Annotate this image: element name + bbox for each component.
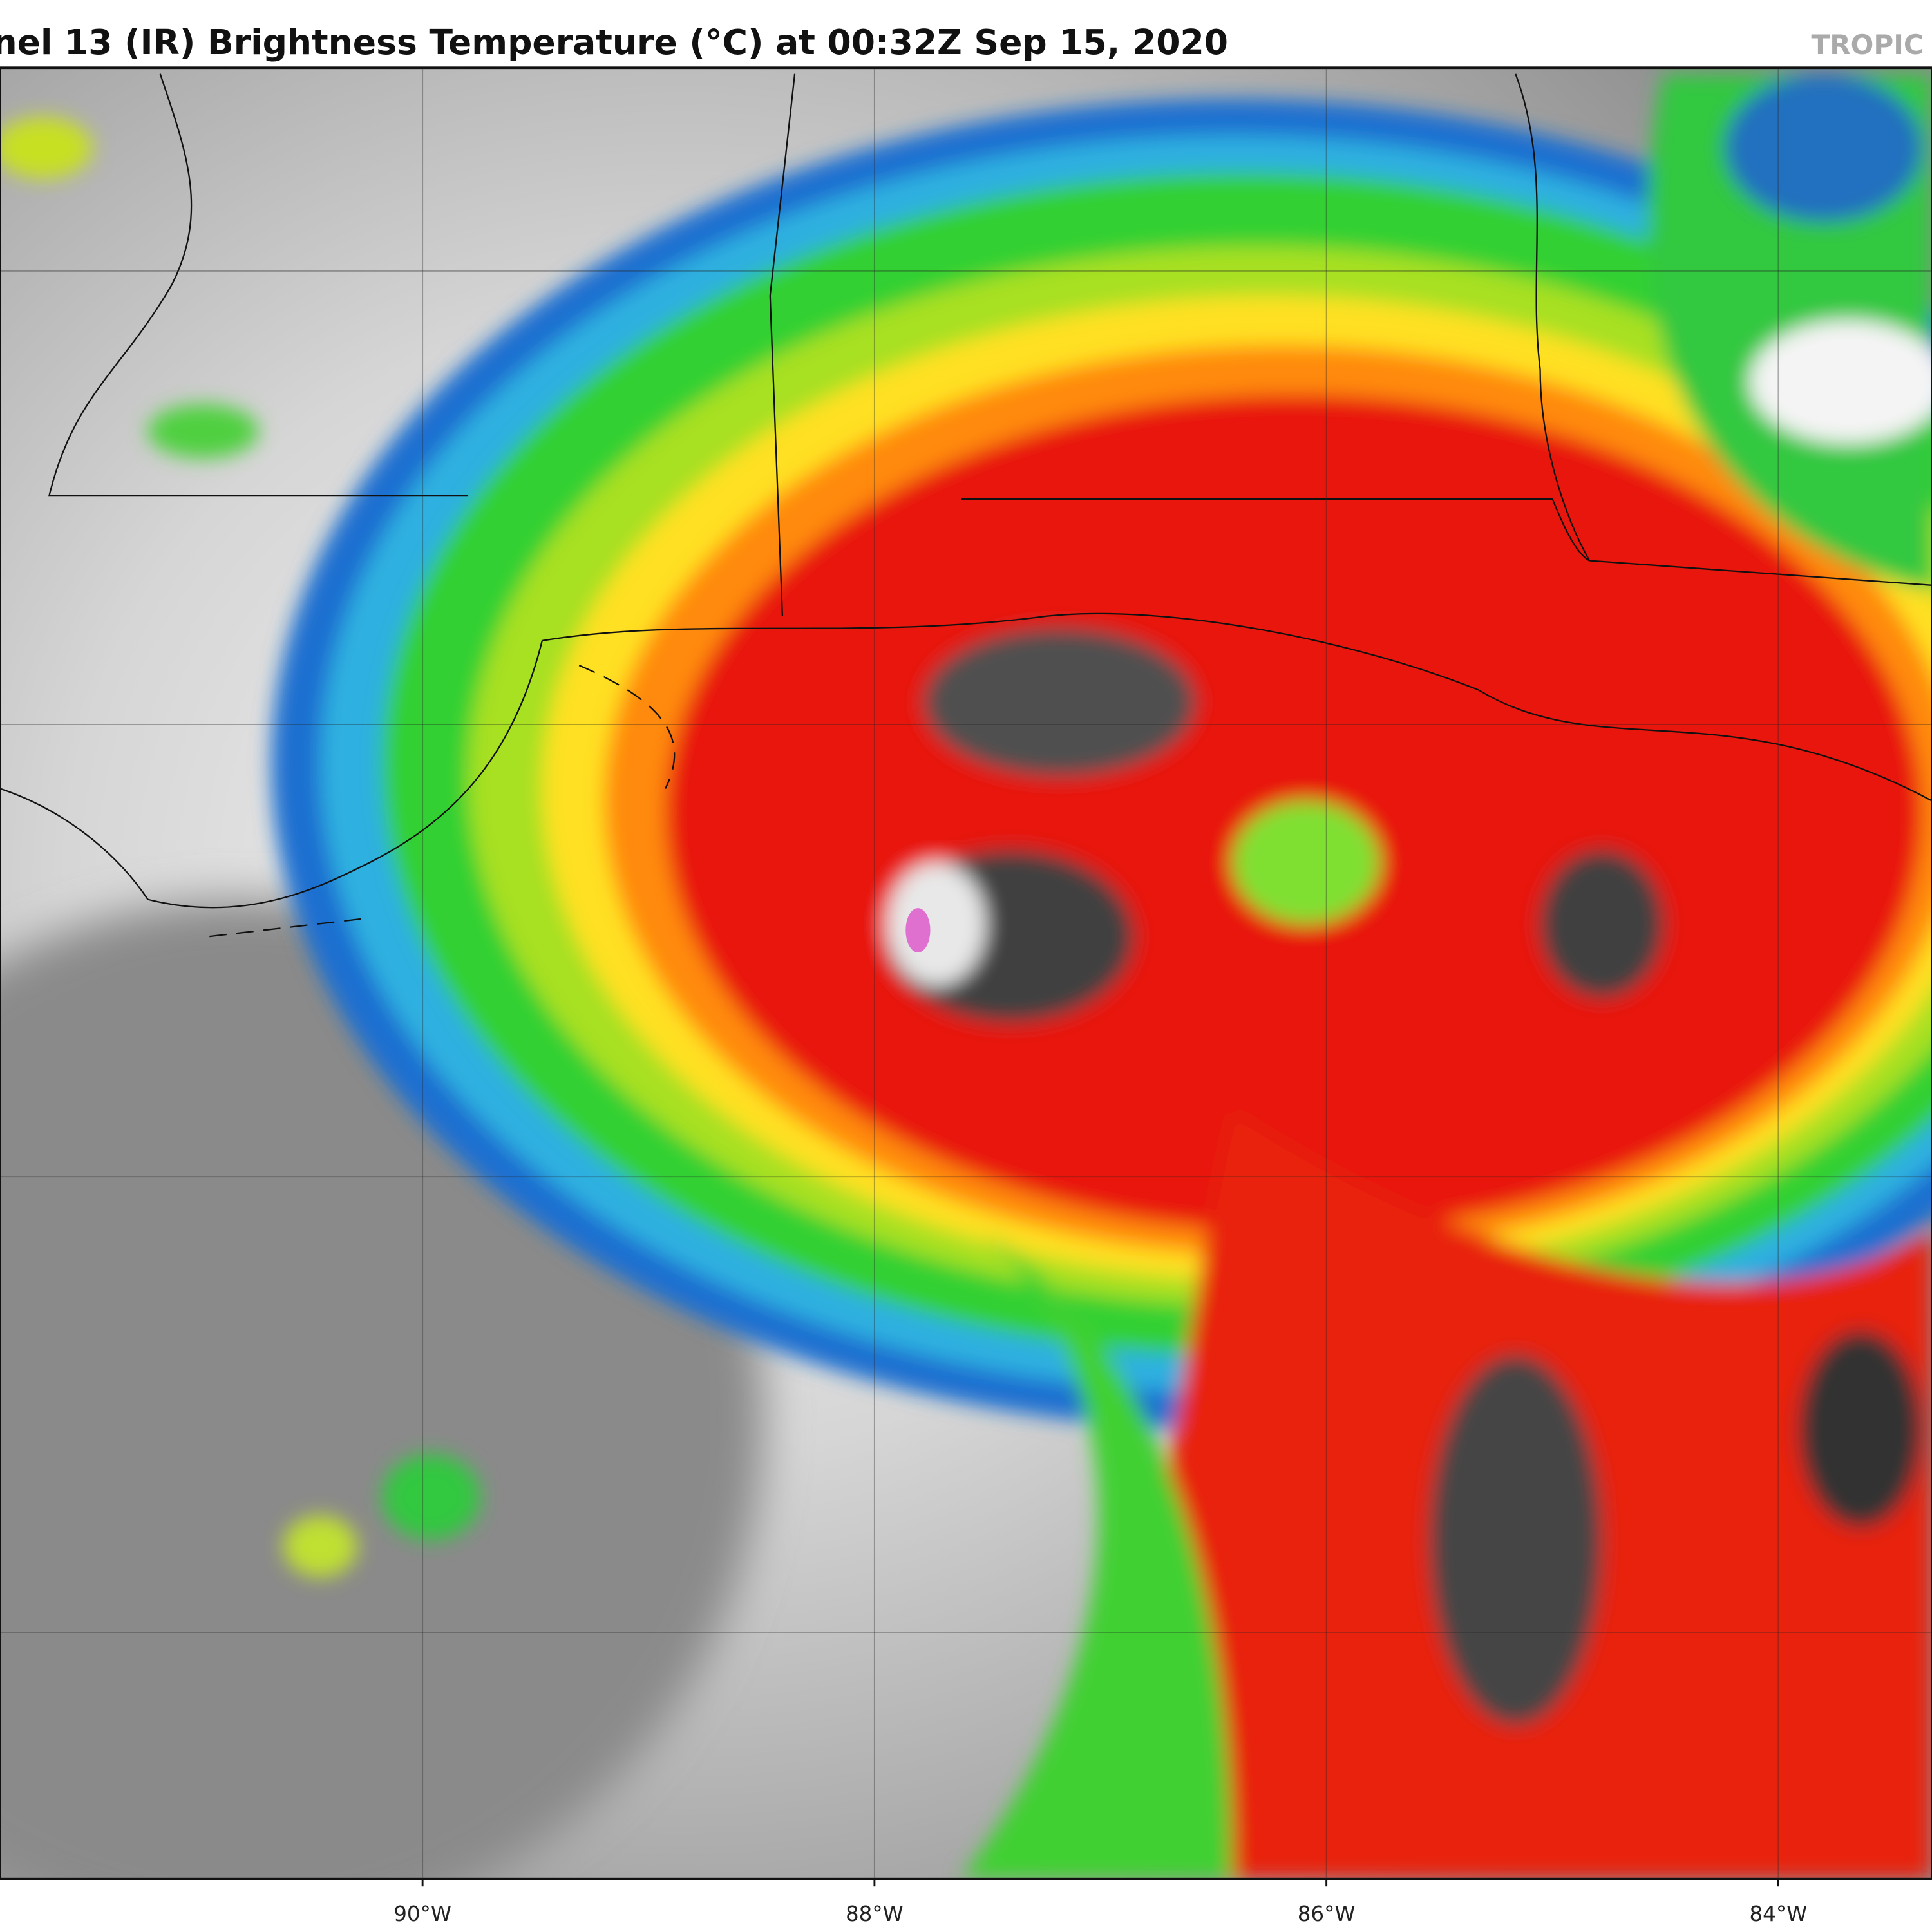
imagery [0, 68, 1932, 1879]
x-tick-label: 90°W [393, 1902, 451, 1926]
plot-frame [0, 66, 1932, 1880]
x-tick-label: 84°W [1750, 1902, 1808, 1926]
map-title: nel 13 (IR) Brightness Temperature (°C) … [0, 22, 1228, 62]
watermark: TROPIC [1811, 29, 1923, 61]
x-tick-label: 86°W [1298, 1902, 1356, 1926]
x-tick-label: 88°W [846, 1902, 904, 1926]
